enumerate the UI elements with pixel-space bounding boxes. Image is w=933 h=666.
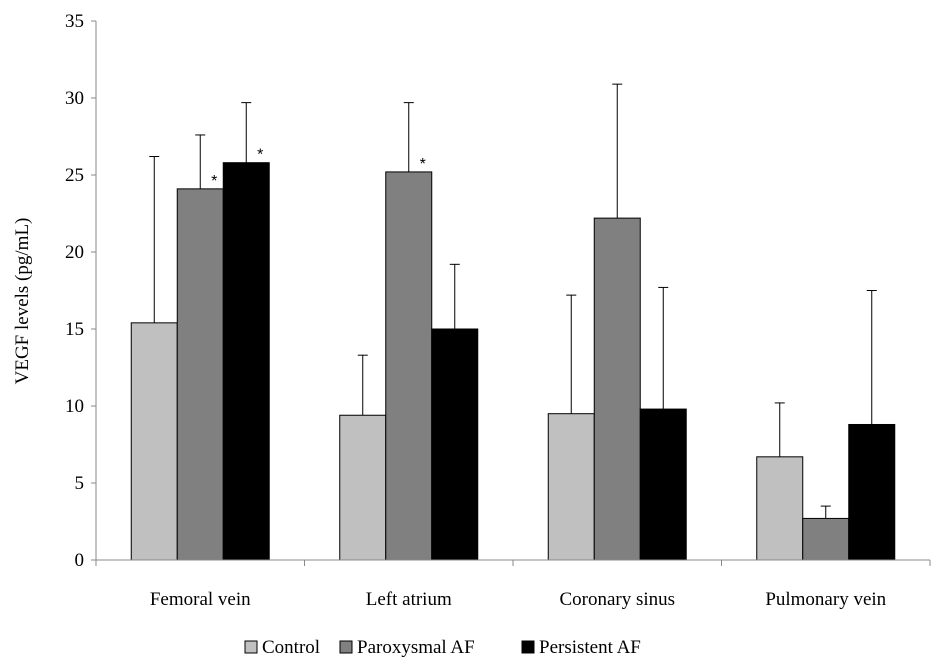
y-axis-title: VEGF levels (pg/mL) <box>12 218 33 385</box>
legend-label: Control <box>262 637 320 658</box>
legend-swatch <box>339 640 353 654</box>
x-category-label: Coronary sinus <box>559 589 675 610</box>
bar <box>130 322 178 561</box>
y-tick-label: 15 <box>65 319 84 340</box>
x-category-label: Left atrium <box>366 589 452 610</box>
legend-label: Persistent AF <box>539 637 641 658</box>
bar <box>176 188 224 561</box>
y-tick-label: 5 <box>75 473 85 494</box>
y-tick-label: 0 <box>75 550 85 571</box>
x-category-label: Pulmonary vein <box>765 589 886 610</box>
bar <box>848 423 896 561</box>
bar <box>639 408 687 561</box>
bars-layer: * * * <box>130 83 896 561</box>
y-tick-label: 20 <box>65 242 84 263</box>
y-tick-label: 25 <box>65 165 84 186</box>
bar <box>802 517 850 561</box>
x-category-label: Femoral vein <box>150 589 251 610</box>
bar <box>431 328 479 561</box>
legend-swatch <box>521 640 535 654</box>
legend-label: Paroxysmal AF <box>357 637 475 658</box>
y-tick-label: 35 <box>65 11 84 32</box>
bar <box>385 171 433 561</box>
y-tick-label: 30 <box>65 88 84 109</box>
significance-marker: * <box>420 156 426 173</box>
significance-marker: * <box>257 147 263 164</box>
bar <box>339 414 387 561</box>
legend-swatch <box>244 640 258 654</box>
axes-layer: 0 5 10 15 20 25 30 35 Femoral vein Left atrium Cor… <box>65 11 931 610</box>
bar <box>756 456 804 561</box>
y-tick-label: 10 <box>65 396 84 417</box>
significance-marker: * <box>211 173 217 190</box>
legend: Control Paroxysmal AF Persistent AF <box>244 637 641 658</box>
bar <box>547 413 595 561</box>
bar <box>593 217 641 561</box>
bar <box>222 162 270 561</box>
